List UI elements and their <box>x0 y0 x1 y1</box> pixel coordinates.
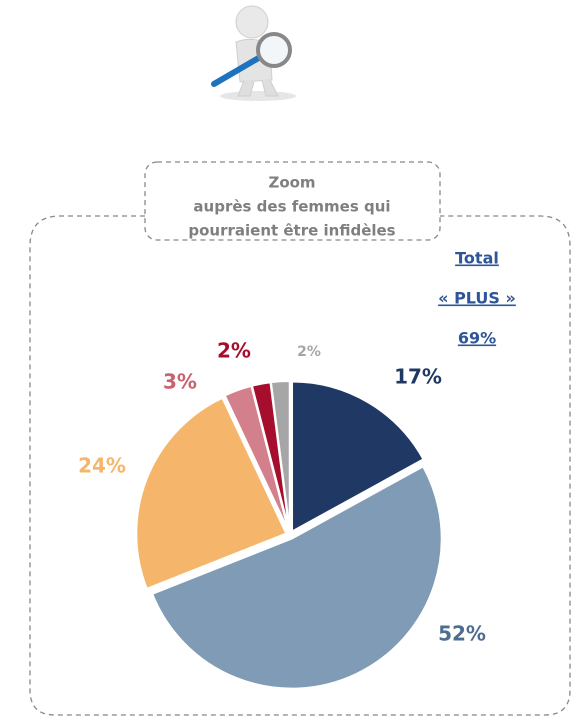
annotation-line: « PLUS » <box>438 289 516 308</box>
value-label: 2% <box>217 339 251 363</box>
magnifier-person-icon <box>214 6 296 101</box>
annotation-line: 69% <box>458 329 496 348</box>
value-label: 17% <box>394 365 442 389</box>
value-label: 3% <box>163 370 197 394</box>
title-line: auprès des femmes qui <box>193 198 390 216</box>
title-line: Zoom <box>268 174 315 192</box>
chart: Zoom auprès des femmes qui pourraient être… <box>0 0 581 720</box>
title-line: pourraient être infidèles <box>188 222 395 240</box>
annotation-line: Total <box>455 249 499 268</box>
value-label: 2% <box>297 344 321 360</box>
value-label: 52% <box>438 622 486 646</box>
value-label: 24% <box>78 454 126 478</box>
